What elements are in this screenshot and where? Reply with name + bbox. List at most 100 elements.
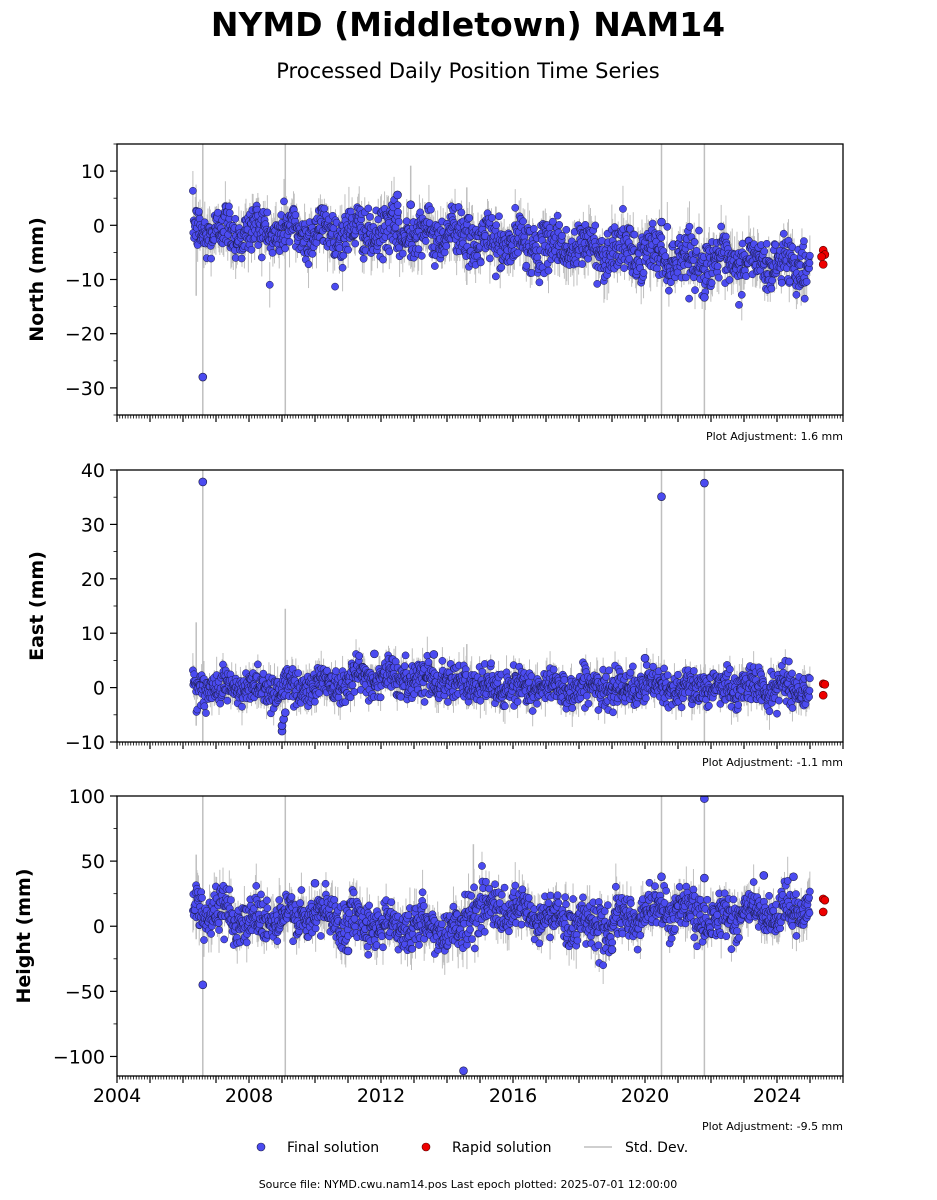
- final-solution-point: [726, 665, 734, 674]
- final-solution-point: [533, 699, 541, 708]
- final-solution-point: [620, 264, 628, 272]
- final-solution-point: [714, 273, 723, 282]
- final-solution-point: [707, 279, 716, 287]
- final-solution-point: [788, 704, 797, 712]
- final-solution-point: [355, 652, 364, 660]
- final-solution-point: [497, 263, 506, 272]
- final-solution-point: [691, 286, 699, 294]
- final-solution-point: [400, 662, 409, 670]
- final-solution-point: [713, 262, 722, 271]
- final-solution-point: [663, 222, 672, 231]
- final-solution-point: [549, 217, 557, 226]
- rapid-solution-point: [817, 252, 826, 262]
- final-solution-point: [341, 698, 350, 706]
- y-tick-label: 10: [81, 161, 105, 183]
- final-solution-point: [332, 667, 340, 675]
- final-solution-point: [779, 229, 788, 238]
- final-solution-point: [544, 266, 553, 275]
- final-solution-point: [514, 248, 522, 257]
- final-solution-point: [259, 669, 268, 678]
- final-solution-point: [263, 208, 272, 217]
- final-solution-point: [216, 699, 225, 708]
- final-solution-point: [717, 222, 726, 231]
- rapid-solution-point: [818, 260, 828, 269]
- final-solution-point: [444, 698, 452, 706]
- y-tick-label: −30: [65, 378, 105, 400]
- final-solution-point: [735, 301, 743, 309]
- final-solution-point: [366, 213, 374, 221]
- final-solution-point: [522, 261, 531, 270]
- chart-title: NYMD (Middletown) NAM14: [211, 5, 725, 44]
- final-solution-point: [642, 694, 650, 703]
- final-solution-point: [335, 244, 344, 253]
- final-solution-point: [553, 211, 562, 220]
- final-solution-point: [225, 209, 234, 217]
- final-solution-point: [393, 201, 402, 209]
- panel-north: 10 0 −10 −20 −30 North (mm): [26, 143, 844, 422]
- final-solution-point: [661, 252, 670, 261]
- final-solution-point: [593, 280, 602, 288]
- final-solution-point: [806, 674, 814, 683]
- final-solution-point: [478, 667, 487, 676]
- final-solution-point: [549, 665, 558, 674]
- final-solution-point: [584, 699, 593, 708]
- final-solution-outlier: [198, 477, 208, 487]
- final-solution-point: [189, 186, 197, 195]
- final-solution-point: [528, 707, 537, 715]
- final-solution-point: [685, 294, 693, 303]
- final-solution-point: [630, 230, 639, 239]
- final-solution-point: [379, 255, 387, 264]
- plot-area-east: [189, 470, 830, 742]
- final-solution-point: [705, 701, 713, 710]
- final-solution-point: [558, 231, 566, 240]
- y-axis-label-north: North (mm): [26, 217, 48, 342]
- final-solution-point: [285, 238, 294, 246]
- final-solution-point: [207, 254, 215, 263]
- final-solution-point: [476, 258, 485, 267]
- final-solution-point: [421, 237, 430, 245]
- final-solution-point: [682, 273, 690, 282]
- y-tick-label: −20: [65, 324, 105, 346]
- final-solution-point: [762, 239, 771, 248]
- final-solution-point: [800, 294, 809, 303]
- final-solution-point: [414, 245, 423, 253]
- final-solution-point: [692, 246, 701, 255]
- final-solution-point: [785, 657, 793, 666]
- final-solution-point: [401, 651, 410, 660]
- final-solution-outlier: [406, 200, 416, 210]
- final-solution-point: [805, 259, 814, 267]
- final-solution-outlier: [700, 293, 709, 302]
- final-solution-point: [690, 238, 699, 246]
- y-ticks-north: 10 0 −10 −20 −30: [65, 143, 117, 416]
- final-solution-point: [660, 664, 668, 673]
- final-solution-point: [802, 277, 811, 286]
- final-solution-point: [511, 204, 520, 212]
- final-solution-points-east: [189, 477, 814, 736]
- final-solution-point: [294, 669, 303, 677]
- final-solution-point: [639, 269, 648, 277]
- final-solution-point: [773, 709, 781, 718]
- final-solution-point: [438, 656, 447, 665]
- final-solution-point: [320, 204, 329, 213]
- final-solution-point: [213, 208, 222, 217]
- final-solution-point: [657, 233, 666, 242]
- final-solution-point: [194, 207, 203, 216]
- final-solution-point: [486, 254, 494, 263]
- final-solution-point: [495, 212, 503, 221]
- final-solution-point: [605, 666, 613, 675]
- final-solution-point: [530, 224, 538, 233]
- final-solution-point: [610, 223, 619, 231]
- final-solution-point: [394, 208, 402, 216]
- final-solution-point: [792, 290, 801, 299]
- final-solution-point: [665, 286, 673, 295]
- final-solution-point: [394, 217, 403, 226]
- final-solution-point: [674, 670, 682, 679]
- final-solution-point: [594, 706, 603, 714]
- final-solution-point: [642, 661, 651, 669]
- final-solution-point: [427, 205, 435, 214]
- final-solution-point: [348, 681, 357, 689]
- final-solution-point: [583, 691, 591, 700]
- final-solution-outlier: [700, 478, 709, 488]
- final-solution-point: [223, 696, 232, 705]
- final-solution-point: [268, 248, 277, 257]
